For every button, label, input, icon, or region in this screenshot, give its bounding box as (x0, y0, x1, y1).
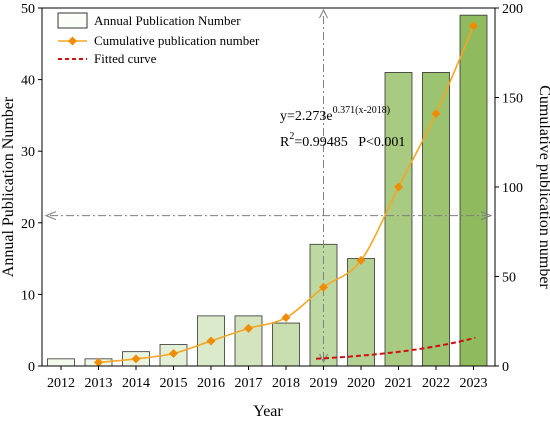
y-right-tick-label-200: 200 (502, 2, 523, 17)
horizontal-reference-arrow-left (44, 211, 57, 221)
y-left-tick-label-40: 40 (21, 74, 35, 89)
cumulative-marker-2021 (394, 182, 403, 192)
cumulative-marker-2017 (244, 323, 253, 333)
x-tick-label-2022: 2022 (422, 376, 450, 391)
cumulative-line-path (98, 25, 475, 364)
legend-label-cumulative: Cumulative publication number (94, 33, 260, 48)
y-right-tick-label-50: 50 (502, 271, 516, 286)
cumulative-line (94, 21, 478, 367)
y-right-tick-label-0: 0 (502, 360, 509, 375)
cumulative-marker-2013 (94, 357, 103, 367)
equation-annotation: y=2.273e0.371(x-2018) (280, 105, 390, 124)
horizontal-reference-arrow-right (480, 211, 493, 221)
x-tick-label-2020: 2020 (347, 376, 375, 391)
cumulative-marker-2022 (431, 109, 441, 119)
cumulative-marker-2020 (356, 255, 366, 265)
x-ticks: 2012 2013 2014 2015 2016 2017 2018 2019 2020 2021… (47, 366, 488, 391)
x-tick-label-2019: 2019 (310, 376, 338, 391)
x-tick-label-2012: 2012 (47, 376, 75, 391)
cumulative-marker-2015 (169, 348, 178, 358)
bar-2022 (422, 72, 450, 367)
y-axis-title-left: Annual Publication Number (0, 96, 17, 277)
bar-2020 (347, 258, 375, 367)
legend-swatch-bar (57, 12, 88, 29)
vertical-reference-arrow-bottom (319, 353, 328, 364)
reference-lines (44, 8, 493, 364)
legend-label-bars: Annual Publication Number (94, 13, 241, 28)
cumulative-marker-2016 (206, 336, 216, 346)
x-tick-label-2023: 2023 (460, 376, 488, 391)
bar-2021 (384, 72, 413, 367)
fitted-curve (315, 336, 476, 360)
r2-annotation: R2=0.99485 P<0.001 (280, 131, 405, 150)
x-tick-label-2017: 2017 (235, 376, 263, 391)
legend: Annual Publication Number Cumulative pub… (57, 12, 260, 66)
bar-2018 (272, 322, 300, 367)
y-left-tick-label-30: 30 (21, 145, 35, 160)
y-left-tick-label-20: 20 (21, 217, 35, 232)
legend-label-fitted: Fitted curve (94, 51, 157, 66)
bar-2023 (459, 14, 488, 367)
cumulative-marker-2023 (469, 21, 478, 31)
y-left-tick-label-10: 10 (21, 288, 35, 303)
y-right-tick-label-100: 100 (502, 181, 523, 196)
x-tick-label-2014: 2014 (122, 376, 150, 391)
bar-2017 (234, 315, 263, 367)
cumulative-marker-2018 (281, 313, 291, 323)
r2-value: =0.99485 P<0.001 (294, 135, 405, 150)
r2-superscript: 2 (289, 131, 294, 142)
y-right-tick-label-150: 150 (502, 92, 523, 107)
cumulative-marker-2019 (319, 282, 328, 292)
bars (47, 14, 488, 367)
cumulative-marker-2014 (131, 354, 141, 364)
x-tick-label-2018: 2018 (272, 376, 300, 391)
y-ticks-left: 0 10 20 30 40 50 (21, 2, 42, 375)
equation-base: y=2.273e (280, 109, 333, 124)
y-axis-title-right: Cumulative publication number (536, 85, 550, 289)
y-left-tick-label-0: 0 (28, 360, 35, 375)
x-tick-label-2021: 2021 (385, 376, 413, 391)
x-tick-label-2013: 2013 (85, 376, 113, 391)
r2-prefix: R (280, 135, 290, 150)
equation-exponent: 0.371(x-2018) (333, 105, 391, 116)
x-tick-label-2016: 2016 (197, 376, 225, 391)
fitted-curve-path (315, 336, 476, 360)
bar-2012 (47, 358, 75, 367)
vertical-reference-arrow-top (319, 8, 328, 19)
legend-swatch-cumulative-marker (68, 36, 77, 46)
y-left-tick-label-50: 50 (21, 2, 35, 17)
y-ticks-right: 0 50 100 150 200 (495, 2, 523, 375)
x-tick-label-2015: 2015 (160, 376, 188, 391)
x-axis-title: Year (253, 403, 283, 420)
